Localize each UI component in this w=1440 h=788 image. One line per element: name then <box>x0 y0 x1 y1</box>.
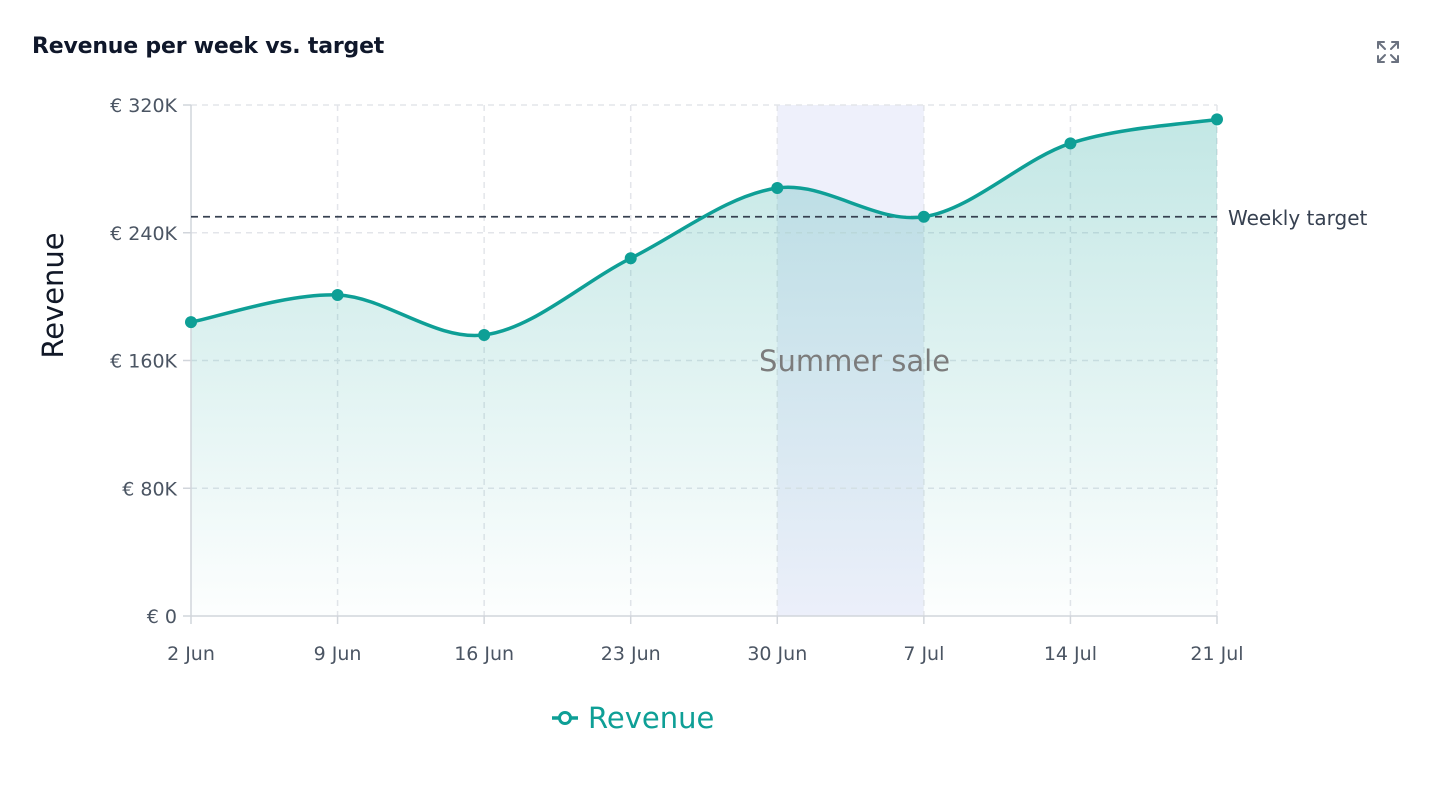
x-tick-label: 21 Jul <box>1190 643 1243 665</box>
revenue-point <box>1064 137 1077 150</box>
x-tick-label: 7 Jul <box>903 643 944 665</box>
y-tick-label: € 80K <box>122 478 177 500</box>
y-tick-label: € 0 <box>147 606 177 628</box>
revenue-line <box>189 117 1219 338</box>
y-tick-label: € 240K <box>110 223 177 245</box>
expand-button[interactable] <box>1372 36 1404 68</box>
x-tick-label: 14 Jul <box>1044 643 1097 665</box>
revenue-point <box>331 289 344 302</box>
revenue-area <box>191 119 1217 616</box>
revenue-point <box>1211 113 1223 126</box>
y-tick-label: € 320K <box>110 95 177 117</box>
x-tick-label: 9 Jun <box>314 643 362 665</box>
revenue-point <box>478 328 491 341</box>
legend-marker-swatch <box>558 711 572 725</box>
revenue-point <box>624 252 637 265</box>
x-tick-label: 30 Jun <box>747 643 807 665</box>
revenue-point <box>185 316 197 329</box>
x-tick-label: 2 Jun <box>167 643 215 665</box>
x-tick-label: 23 Jun <box>601 643 661 665</box>
target-label: Weekly target <box>1228 206 1368 230</box>
revenue-point <box>771 182 784 195</box>
x-tick-label: 16 Jun <box>454 643 514 665</box>
expand-icon <box>1377 41 1399 63</box>
chart-title: Revenue per week vs. target <box>32 34 385 59</box>
legend-label: Revenue <box>588 701 714 735</box>
y-tick-label: € 160K <box>110 351 177 373</box>
legend-item-revenue[interactable]: Revenue <box>552 701 714 735</box>
y-axis-title: Revenue <box>36 232 70 358</box>
highlight-band-label: Summer sale <box>759 344 950 378</box>
revenue-point <box>917 210 930 223</box>
